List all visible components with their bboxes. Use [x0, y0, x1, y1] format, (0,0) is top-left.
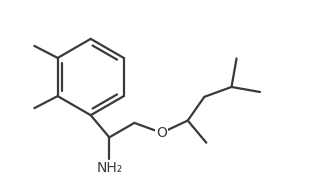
Text: NH₂: NH₂	[96, 161, 122, 174]
Text: O: O	[156, 126, 167, 140]
